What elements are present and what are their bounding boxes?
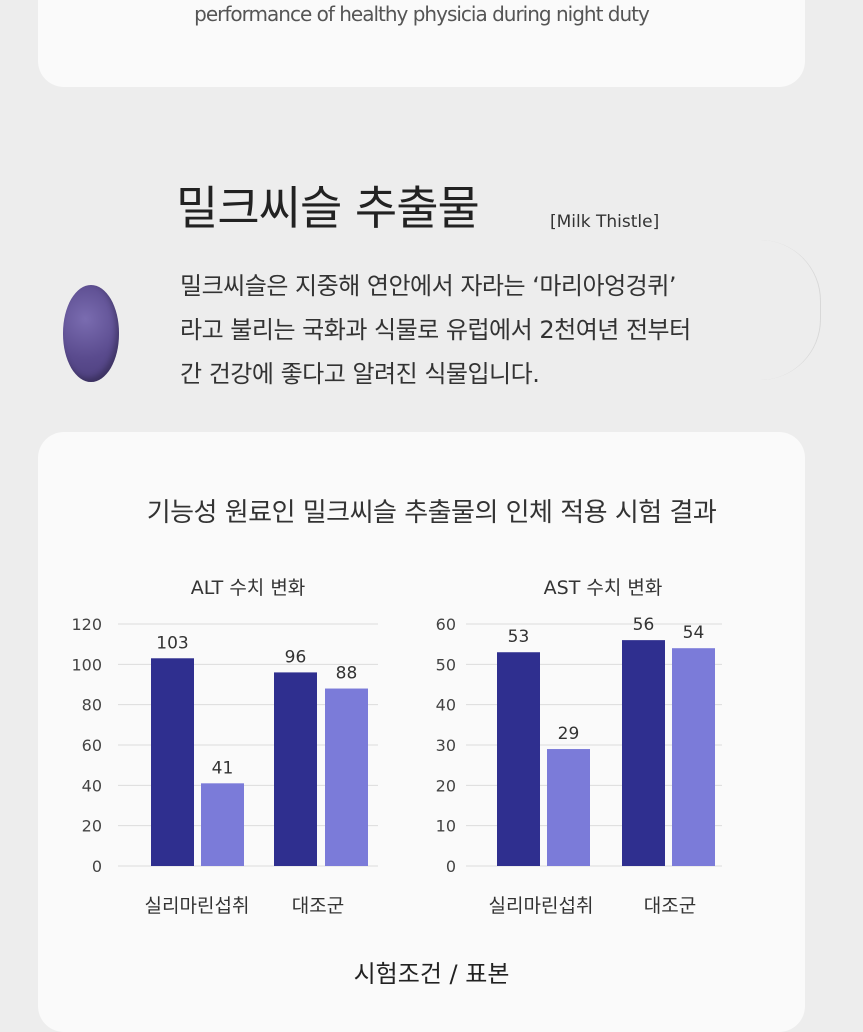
pill-image	[63, 285, 119, 382]
y-tick-label: 0	[92, 857, 102, 876]
description-line: 간 건강에 좋다고 알려진 식물입니다.	[180, 360, 540, 388]
x-tick-label: 대조군	[644, 895, 696, 917]
section-subtitle: [Milk Thistle]	[550, 212, 660, 232]
section-title: 밀크씨슬 추출물	[176, 181, 480, 235]
decorative-arc	[760, 240, 821, 380]
top-caption: performance of healthy physicia during n…	[194, 2, 650, 26]
bar	[497, 652, 540, 866]
data-label: 88	[336, 664, 358, 684]
description-line: 라고 불리는 국화과 식물로 유럽에서 2천여년 전부터	[180, 316, 691, 344]
charts-svg: ALT 수치 변화02040608010012010341실리마린섭취9688대…	[71, 577, 722, 917]
bar	[622, 640, 665, 866]
y-tick-label: 40	[82, 776, 102, 795]
x-axis-group-label: 시험조건 / 표본	[353, 960, 510, 988]
chart-title: ALT 수치 변화	[191, 577, 306, 599]
data-label: 53	[508, 627, 530, 647]
data-label: 41	[212, 758, 234, 778]
x-tick-label: 실리마린섭취	[145, 895, 250, 917]
bar	[325, 688, 368, 866]
y-tick-label: 60	[436, 615, 456, 634]
y-tick-label: 80	[82, 696, 102, 715]
y-tick-label: 20	[436, 776, 456, 795]
data-label: 29	[558, 724, 580, 744]
y-tick-label: 20	[82, 817, 102, 836]
y-tick-label: 10	[436, 817, 456, 836]
bar	[151, 658, 194, 866]
y-tick-label: 50	[436, 655, 456, 674]
data-label: 96	[285, 647, 307, 667]
y-tick-label: 30	[436, 736, 456, 755]
bar	[672, 648, 715, 866]
bar	[547, 749, 590, 866]
top-card: performance of healthy physicia during n…	[38, 0, 805, 87]
data-label: 103	[156, 633, 188, 653]
description-line: 밀크씨슬은 지중해 연안에서 자라는 ‘마리아엉겅퀴’	[180, 272, 676, 300]
data-label: 54	[683, 623, 705, 643]
y-tick-label: 0	[446, 857, 456, 876]
y-tick-label: 60	[82, 736, 102, 755]
y-tick-label: 120	[71, 615, 102, 634]
bar	[201, 783, 244, 866]
x-tick-label: 실리마린섭취	[489, 895, 594, 917]
chart-title: AST 수치 변화	[544, 577, 663, 599]
bar	[274, 672, 317, 866]
section-description: 밀크씨슬은 지중해 연안에서 자라는 ‘마리아엉겅퀴’ 라고 불리는 국화과 식…	[180, 264, 800, 396]
y-tick-label: 40	[436, 696, 456, 715]
y-tick-label: 100	[71, 655, 102, 674]
x-tick-label: 대조군	[292, 895, 344, 917]
chart-heading: 기능성 원료인 밀크씨슬 추출물의 인체 적용 시험 결과	[146, 498, 717, 528]
data-label: 56	[633, 615, 655, 635]
